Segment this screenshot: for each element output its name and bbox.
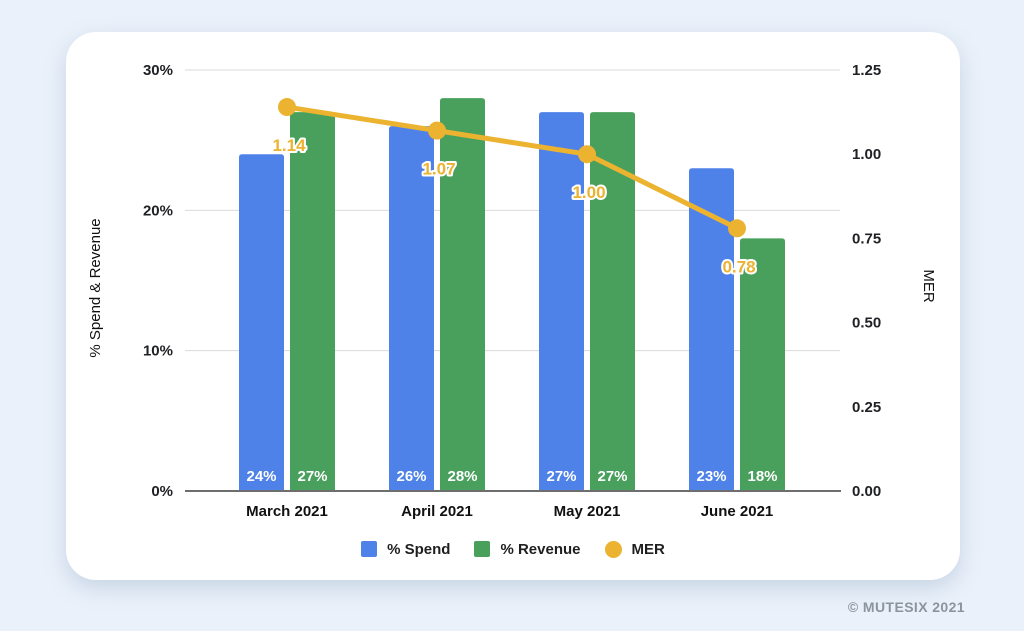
right-axis-tick-label: 0.25 (852, 399, 881, 416)
legend-item-spend: % Spend (361, 541, 450, 558)
x-axis-category-label: May 2021 (554, 503, 621, 520)
bar-revenue (590, 112, 635, 491)
mer-point (278, 98, 296, 117)
mer-point (428, 121, 446, 140)
right-axis-tick-label: 0.50 (852, 315, 881, 332)
right-axis-tick-label: 1.00 (852, 146, 881, 163)
bar-spend (539, 112, 584, 491)
mer-point (728, 219, 746, 238)
legend-swatch-revenue (474, 541, 491, 557)
bar-value-label: 26% (396, 468, 426, 485)
bar-spend (689, 168, 734, 491)
bar-revenue (440, 98, 485, 492)
mer-point (578, 145, 596, 164)
bar-value-label: 23% (696, 468, 726, 485)
legend-swatch-spend (361, 541, 378, 557)
bar-value-label: 27% (297, 468, 327, 485)
bar-value-label: 24% (246, 468, 276, 485)
copyright-text: © MUTESIX 2021 (847, 599, 965, 615)
right-axis-tick-label: 1.25 (852, 62, 881, 79)
combo-chart: 24% 26% 27% 23% 27% 28% 27% 18% 1.14 1.07 1.00 0.78… (87, 62, 937, 520)
bar-spend (239, 154, 284, 491)
legend-item-mer: MER (604, 540, 665, 558)
bar-value-label: 18% (747, 468, 777, 485)
mer-point-label: 1.00 (572, 183, 605, 202)
right-axis-tick-label: 0.00 (852, 483, 881, 500)
x-axis-category-label: April 2021 (401, 503, 473, 520)
right-axis-tick-label: 0.75 (852, 230, 881, 247)
x-axis-category-label: June 2021 (701, 503, 774, 520)
chart-legend: % Spend % Revenue MER (66, 538, 960, 560)
x-axis-category-label: March 2021 (246, 503, 328, 520)
left-axis-title: % Spend & Revenue (87, 218, 104, 357)
bar-spend (389, 126, 434, 491)
legend-label: MER (631, 540, 665, 558)
chart-card: 24% 26% 27% 23% 27% 28% 27% 18% 1.14 1.07 1.00 0.78… (66, 32, 960, 580)
bar-revenue (740, 238, 785, 491)
mer-line (284, 104, 740, 231)
right-axis-title: MER (920, 269, 937, 303)
left-axis-tick-label: 10% (143, 343, 173, 360)
left-axis-tick-label: 20% (143, 202, 173, 219)
bar-value-label: 27% (597, 468, 627, 485)
bar-revenue (290, 112, 335, 491)
mer-point-label: 1.07 (422, 160, 455, 179)
legend-swatch-mer (604, 540, 622, 558)
legend-item-revenue: % Revenue (474, 540, 581, 558)
mer-point-label: 1.14 (272, 136, 306, 155)
legend-label: % Spend (387, 540, 451, 558)
bar-value-label: 28% (447, 468, 477, 485)
left-axis-tick-label: 0% (151, 483, 173, 500)
bar-value-label: 27% (546, 468, 576, 485)
legend-label: % Revenue (500, 540, 581, 558)
mer-point-label: 0.78 (722, 257, 755, 276)
left-axis-tick-label: 30% (143, 62, 173, 79)
